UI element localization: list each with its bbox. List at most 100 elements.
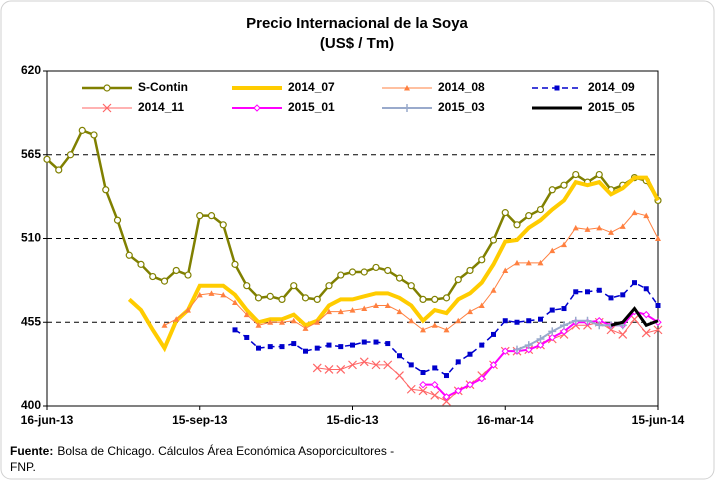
marker xyxy=(337,271,345,279)
marker xyxy=(571,316,580,325)
marker xyxy=(337,308,344,315)
marker xyxy=(184,271,192,279)
chart-subtitle: (US$ / Tm) xyxy=(320,35,394,52)
marker xyxy=(325,282,333,290)
x-tick-label: 16-jun-13 xyxy=(21,413,74,427)
marker xyxy=(619,223,626,229)
marker xyxy=(490,287,497,293)
marker xyxy=(561,306,567,312)
legend-marker xyxy=(403,104,411,112)
marker xyxy=(525,259,532,266)
source-text-end: FNP. xyxy=(10,460,36,474)
marker xyxy=(431,295,439,304)
marker xyxy=(643,212,650,219)
marker xyxy=(442,393,451,401)
marker xyxy=(478,374,486,383)
marker xyxy=(254,294,263,302)
marker xyxy=(161,322,168,328)
marker xyxy=(125,251,133,259)
marker xyxy=(102,186,110,194)
marker xyxy=(243,282,251,290)
marker xyxy=(301,294,310,302)
marker xyxy=(348,360,357,370)
marker xyxy=(549,247,556,254)
marker xyxy=(244,334,250,340)
marker xyxy=(420,326,426,333)
marker xyxy=(561,241,567,248)
marker xyxy=(372,263,380,272)
marker xyxy=(572,170,580,179)
marker xyxy=(479,342,485,348)
marker xyxy=(630,314,639,324)
marker xyxy=(395,371,404,380)
x-tick-label: 16-mar-14 xyxy=(477,413,534,427)
marker xyxy=(232,299,238,305)
marker xyxy=(432,365,438,371)
marker xyxy=(220,291,227,298)
marker xyxy=(513,221,521,229)
marker xyxy=(608,229,614,235)
marker xyxy=(596,224,603,231)
marker xyxy=(596,287,602,293)
marker xyxy=(419,295,427,304)
marker xyxy=(537,259,544,266)
marker xyxy=(442,294,451,302)
marker xyxy=(536,205,545,214)
marker xyxy=(478,302,485,308)
marker xyxy=(549,307,555,313)
y-tick-label: 565 xyxy=(21,147,41,161)
legend-item: 2014_08 xyxy=(382,80,485,94)
marker xyxy=(478,256,486,264)
legend-item: 2014_09 xyxy=(532,80,635,94)
marker xyxy=(455,317,462,324)
marker xyxy=(160,277,169,285)
y-tick-label: 510 xyxy=(21,231,41,245)
marker xyxy=(583,316,592,325)
series xyxy=(610,306,659,328)
x-tick-label: 15-sep-13 xyxy=(172,413,228,427)
marker xyxy=(313,295,321,304)
legend-label: 2015_01 xyxy=(288,100,335,114)
marker xyxy=(524,341,533,350)
marker xyxy=(489,361,498,369)
marker xyxy=(467,308,473,315)
marker xyxy=(653,325,663,335)
line xyxy=(127,175,660,353)
marker xyxy=(383,360,393,370)
marker xyxy=(548,333,556,342)
marker xyxy=(384,266,392,275)
marker xyxy=(502,267,509,273)
marker xyxy=(560,321,568,330)
marker xyxy=(514,259,520,266)
series xyxy=(312,314,663,406)
legend-item: 2015_05 xyxy=(532,100,635,114)
line xyxy=(516,319,623,351)
legend-marker xyxy=(103,84,111,92)
marker xyxy=(350,342,355,348)
marker xyxy=(585,289,590,295)
marker xyxy=(454,387,462,395)
marker xyxy=(595,170,603,179)
marker xyxy=(232,327,238,333)
marker xyxy=(501,209,509,217)
marker xyxy=(631,209,638,216)
chart-title: Precio Internacional de la Soya xyxy=(246,15,468,32)
marker xyxy=(113,216,122,224)
marker xyxy=(525,212,533,220)
legend-item: 2014_11 xyxy=(82,100,184,114)
legend-label: 2014_11 xyxy=(138,100,184,114)
marker xyxy=(208,290,215,296)
marker xyxy=(513,345,521,354)
legend-label: 2015_03 xyxy=(438,100,485,114)
marker xyxy=(137,260,145,268)
legend-label: 2015_05 xyxy=(588,100,635,114)
marker xyxy=(442,397,451,406)
marker xyxy=(278,295,286,304)
marker xyxy=(290,317,297,324)
marker xyxy=(326,342,332,348)
marker xyxy=(641,328,651,338)
marker xyxy=(489,236,498,244)
legend-item: 2014_07 xyxy=(232,80,335,94)
marker xyxy=(384,302,391,308)
marker xyxy=(373,302,379,308)
